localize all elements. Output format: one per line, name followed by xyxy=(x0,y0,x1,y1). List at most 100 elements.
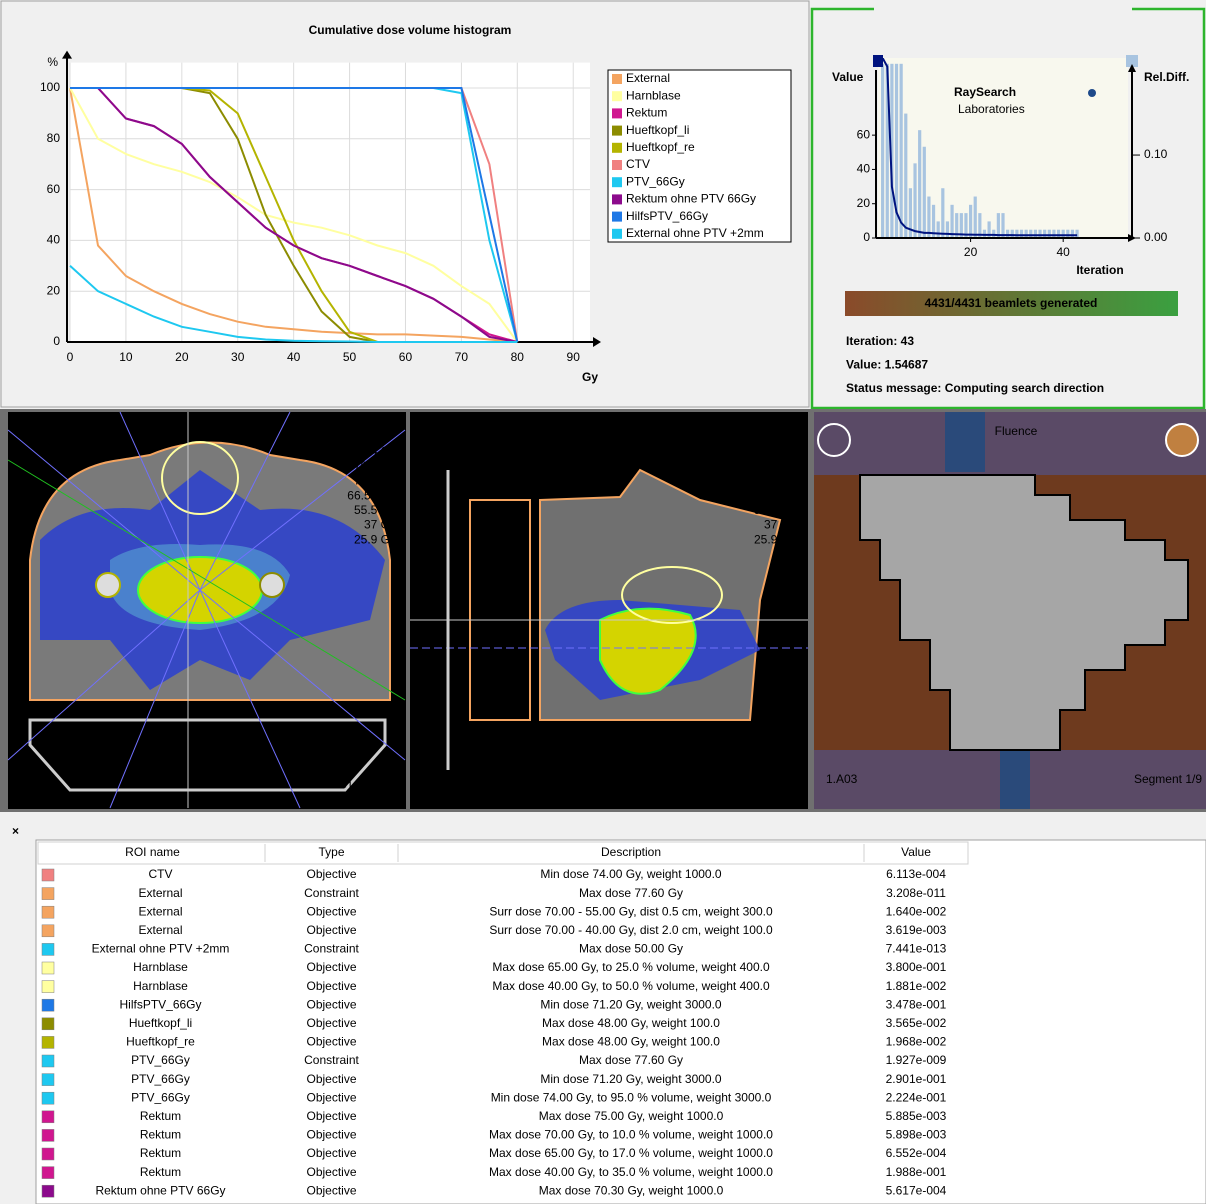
app-window: × Cumulative dose volume histogram010203… xyxy=(0,0,1206,1204)
y-tick-label: 40 xyxy=(47,233,61,247)
roi-color xyxy=(42,1055,54,1067)
x-tick-label: 0 xyxy=(67,350,74,364)
table-cell: HilfsPTV_66Gy xyxy=(119,997,201,1011)
progress-label: 4431/4431 beamlets generated xyxy=(925,296,1098,310)
y-axis-label: Value xyxy=(832,70,864,84)
table-cell: Max dose 77.60 Gy xyxy=(579,886,683,900)
dose-level-label: 81.4 Gy xyxy=(754,444,796,458)
rel-diff-bar xyxy=(923,147,926,238)
table-cell: Objective xyxy=(306,1146,356,1160)
table-cell: 1.968e-002 xyxy=(886,1035,947,1049)
rel-diff-bar xyxy=(1011,230,1014,238)
logo-sub: Laboratories xyxy=(958,102,1025,116)
axial-view xyxy=(8,412,406,809)
roi-color xyxy=(42,906,54,918)
table-cell: 2.901e-001 xyxy=(886,1072,947,1086)
rel-diff-bar xyxy=(881,64,884,238)
table-cell: Objective xyxy=(306,904,356,918)
roi-color xyxy=(42,962,54,974)
column-header: Description xyxy=(601,845,661,859)
dose-level-label: 25.9 Gy xyxy=(754,532,796,546)
table-cell: Rektum xyxy=(140,1128,181,1142)
legend-label: External xyxy=(626,71,670,85)
table-cell: 1.927e-009 xyxy=(886,1053,947,1067)
rel-diff-bar xyxy=(1043,230,1046,238)
table-cell: Min dose 71.20 Gy, weight 3000.0 xyxy=(540,1072,722,1086)
table-cell: Max dose 77.60 Gy xyxy=(579,1053,683,1067)
table-cell: PTV_66Gy xyxy=(131,1090,190,1104)
legend-label: Hueftkopf_li xyxy=(626,123,689,137)
rel-diff-bar xyxy=(1029,230,1032,238)
table-cell: Harnblase xyxy=(133,979,188,993)
x-axis-label: Iteration xyxy=(1076,263,1123,277)
roi-color xyxy=(42,1185,54,1197)
table-cell: Max dose 70.00 Gy, to 10.0 % volume, wei… xyxy=(489,1128,773,1142)
roi-color xyxy=(42,1036,54,1048)
table-cell: Objective xyxy=(306,1035,356,1049)
table-cell: Min dose 71.20 Gy, weight 3000.0 xyxy=(540,997,722,1011)
column-header: Type xyxy=(318,845,344,859)
view-info: -10.95 cm xyxy=(343,779,396,793)
rel-diff-bar xyxy=(950,205,953,238)
roi-color xyxy=(42,981,54,993)
table-cell: Hueftkopf_re xyxy=(126,1035,195,1049)
dose-level-label: 55.5 Gy xyxy=(354,503,396,517)
y2-tick-label: 0.00 xyxy=(1144,230,1168,244)
legend-swatch xyxy=(612,91,622,101)
table-cell: Max dose 75.00 Gy, weight 1000.0 xyxy=(539,1109,724,1123)
x-tick-label: 40 xyxy=(1057,245,1071,259)
table-cell: 6.113e-004 xyxy=(886,867,946,881)
table-cell: Objective xyxy=(306,1165,356,1179)
roi-color xyxy=(42,888,54,900)
chart-title: Cumulative dose volume histogram xyxy=(309,23,512,37)
rel-diff-bar xyxy=(913,163,916,238)
view-title: Sagittal xyxy=(756,424,796,438)
table-cell: 5.617e-004 xyxy=(886,1183,947,1197)
roi-color xyxy=(42,1074,54,1086)
rel-diff-bar xyxy=(1006,230,1009,238)
x-tick-label: 80 xyxy=(511,350,525,364)
table-cell: 5.885e-003 xyxy=(886,1109,947,1123)
rel-diff-bar xyxy=(1020,230,1023,238)
rel-diff-bar xyxy=(1015,230,1018,238)
y-tick-label: 0 xyxy=(53,334,60,348)
table-cell: Objective xyxy=(306,1183,356,1197)
close-button[interactable]: × xyxy=(12,824,19,838)
table-cell: Objective xyxy=(306,1072,356,1086)
x-tick-label: 60 xyxy=(399,350,413,364)
legend-swatch xyxy=(612,177,622,187)
rel-diff-bar xyxy=(1025,230,1028,238)
table-cell: Objective xyxy=(306,923,356,937)
table-cell: Min dose 74.00 Gy, to 95.0 % volume, wei… xyxy=(491,1090,772,1104)
table-cell: Hueftkopf_li xyxy=(129,1016,192,1030)
table-cell: Surr dose 70.00 - 40.00 Gy, dist 2.0 cm,… xyxy=(489,923,773,937)
roi-color xyxy=(42,1018,54,1030)
value-legend-swatch xyxy=(873,55,883,67)
y-tick-label: 20 xyxy=(47,283,61,297)
x-tick-label: 40 xyxy=(287,350,301,364)
table-cell: 3.565e-002 xyxy=(886,1016,947,1030)
rel-diff-bar xyxy=(1038,230,1041,238)
table-cell: External ohne PTV +2mm xyxy=(92,942,230,956)
y-tick-label: 20 xyxy=(857,196,871,210)
table-cell: Max dose 48.00 Gy, weight 100.0 xyxy=(542,1016,720,1030)
legend-swatch xyxy=(612,126,622,136)
y-tick-label: 40 xyxy=(857,162,871,176)
table-cell: Max dose 50.00 Gy xyxy=(579,942,683,956)
legend-swatch xyxy=(612,108,622,118)
y-tick-label: 80 xyxy=(47,131,61,145)
table-cell: Max dose 48.00 Gy, weight 100.0 xyxy=(542,1035,720,1049)
view-title: Axial xyxy=(370,424,396,438)
y-tick-label: 100 xyxy=(40,80,60,94)
dose-level-label: 55.5 Gy xyxy=(754,503,796,517)
hip-left xyxy=(96,573,120,597)
sagittal-view xyxy=(410,412,808,809)
legend-label: HilfsPTV_66Gy xyxy=(626,209,708,223)
table-cell: PTV_66Gy xyxy=(131,1053,190,1067)
table-cell: 1.988e-001 xyxy=(886,1165,947,1179)
roi-color xyxy=(42,925,54,937)
collimator-icon xyxy=(1166,424,1198,456)
roi-color xyxy=(42,869,54,881)
x-tick-label: 90 xyxy=(567,350,581,364)
dose-level-label: 37 Gy xyxy=(364,518,396,532)
